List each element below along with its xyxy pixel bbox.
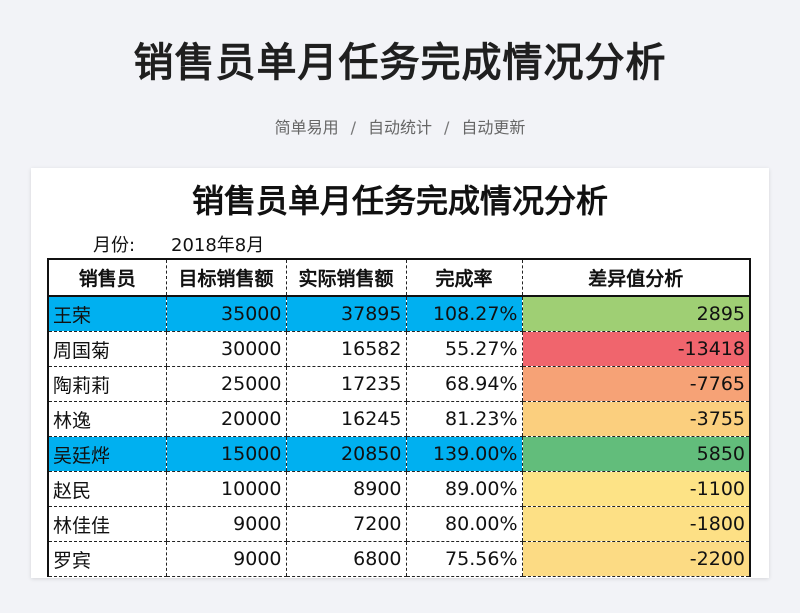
tag-easy: 简单易用 bbox=[274, 118, 339, 137]
cell-target[interactable]: 20000 bbox=[165, 401, 286, 437]
cell-rate[interactable]: 80.00% bbox=[405, 506, 522, 542]
table-row: 周国菊 30000 16582 55.27% -13418 bbox=[47, 331, 751, 367]
cell-target[interactable]: 25000 bbox=[165, 366, 286, 402]
table-row: 林佳佳 9000 7200 80.00% -1800 bbox=[47, 506, 751, 542]
tag-auto-stat: 自动统计 bbox=[367, 118, 432, 137]
cell-rate[interactable]: 75.56% bbox=[405, 541, 522, 577]
column-header-actual: 实际销售额 bbox=[285, 258, 406, 297]
cell-diff[interactable]: -1800 bbox=[521, 506, 751, 542]
sales-table: 销售员 目标销售额 实际销售额 完成率 差异值分析 王荣 35000 37895 10… bbox=[47, 258, 751, 577]
cell-salesperson[interactable]: 王荣 bbox=[47, 296, 166, 332]
separator: / bbox=[444, 118, 450, 137]
cell-diff[interactable]: -2200 bbox=[521, 541, 751, 577]
cell-diff[interactable]: -1100 bbox=[521, 471, 751, 507]
cell-target[interactable]: 30000 bbox=[165, 331, 286, 367]
table-row: 王荣 35000 37895 108.27% 2895 bbox=[47, 296, 751, 332]
cell-actual[interactable]: 16582 bbox=[285, 331, 406, 367]
month-label: 月份: bbox=[93, 235, 136, 256]
cell-actual[interactable]: 7200 bbox=[285, 506, 406, 542]
table-header-row: 销售员 目标销售额 实际销售额 完成率 差异值分析 bbox=[47, 258, 751, 297]
cell-target[interactable]: 35000 bbox=[165, 296, 286, 332]
table-row: 吴廷烨 15000 20850 139.00% 5850 bbox=[47, 436, 751, 472]
tag-auto-update: 自动更新 bbox=[461, 118, 526, 137]
cell-rate[interactable]: 55.27% bbox=[405, 331, 522, 367]
cell-rate[interactable]: 108.27% bbox=[405, 296, 522, 332]
column-header-diff: 差异值分析 bbox=[521, 258, 751, 297]
cell-target[interactable]: 15000 bbox=[165, 436, 286, 472]
cell-salesperson[interactable]: 林佳佳 bbox=[47, 506, 166, 542]
table-row: 罗宾 9000 6800 75.56% -2200 bbox=[47, 541, 751, 577]
cell-diff[interactable]: -7765 bbox=[521, 366, 751, 402]
table-row: 赵民 10000 8900 89.00% -1100 bbox=[47, 471, 751, 507]
spreadsheet-preview: 销售员单月任务完成情况分析 月份: 2018年8月 销售员 目标销售额 实际销售… bbox=[31, 168, 769, 578]
cell-salesperson[interactable]: 罗宾 bbox=[47, 541, 166, 577]
cell-actual[interactable]: 6800 bbox=[285, 541, 406, 577]
table-row: 林逸 20000 16245 81.23% -3755 bbox=[47, 401, 751, 437]
cell-target[interactable]: 9000 bbox=[165, 541, 286, 577]
cell-salesperson[interactable]: 赵民 bbox=[47, 471, 166, 507]
cell-rate[interactable]: 139.00% bbox=[405, 436, 522, 472]
cell-rate[interactable]: 68.94% bbox=[405, 366, 522, 402]
table-row: 陶莉莉 25000 17235 68.94% -7765 bbox=[47, 366, 751, 402]
cell-salesperson[interactable]: 林逸 bbox=[47, 401, 166, 437]
page-title: 销售员单月任务完成情况分析 bbox=[133, 40, 667, 86]
cell-actual[interactable]: 20850 bbox=[285, 436, 406, 472]
cell-actual[interactable]: 17235 bbox=[285, 366, 406, 402]
cell-rate[interactable]: 81.23% bbox=[405, 401, 522, 437]
cell-diff[interactable]: -3755 bbox=[521, 401, 751, 437]
sheet-title: 销售员单月任务完成情况分析 bbox=[191, 182, 608, 220]
cell-target[interactable]: 9000 bbox=[165, 506, 286, 542]
cell-target[interactable]: 10000 bbox=[165, 471, 286, 507]
cell-rate[interactable]: 89.00% bbox=[405, 471, 522, 507]
cell-salesperson[interactable]: 陶莉莉 bbox=[47, 366, 166, 402]
separator: / bbox=[350, 118, 356, 137]
column-header-salesperson: 销售员 bbox=[47, 258, 166, 297]
cell-salesperson[interactable]: 吴廷烨 bbox=[47, 436, 166, 472]
column-header-rate: 完成率 bbox=[405, 258, 522, 297]
cell-actual[interactable]: 37895 bbox=[285, 296, 406, 332]
column-header-target: 目标销售额 bbox=[165, 258, 286, 297]
month-value[interactable]: 2018年8月 bbox=[171, 235, 265, 256]
cell-actual[interactable]: 8900 bbox=[285, 471, 406, 507]
cell-diff[interactable]: 2895 bbox=[521, 296, 751, 332]
cell-salesperson[interactable]: 周国菊 bbox=[47, 331, 166, 367]
cell-diff[interactable]: 5850 bbox=[521, 436, 751, 472]
cell-diff[interactable]: -13418 bbox=[521, 331, 751, 367]
cell-actual[interactable]: 16245 bbox=[285, 401, 406, 437]
feature-tags: 简单易用 / 自动统计 / 自动更新 bbox=[0, 114, 800, 138]
